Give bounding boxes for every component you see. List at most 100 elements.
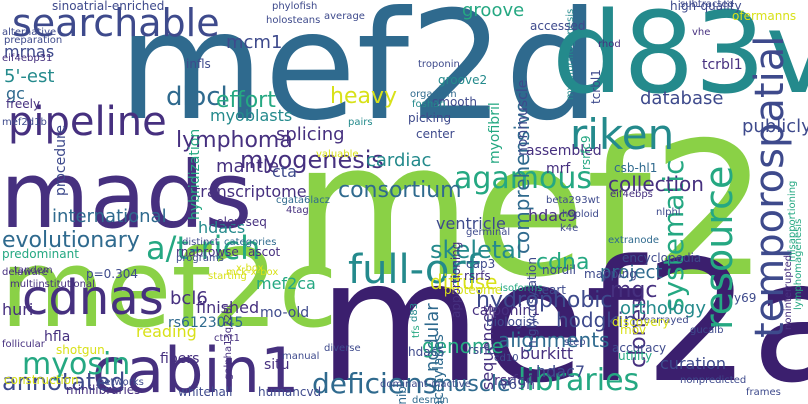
word-isoforms: isoforms — [500, 283, 543, 294]
word-assembled: assembled — [526, 143, 602, 159]
word-k4e: k4e — [560, 223, 579, 234]
word-cd10: cd10 — [494, 353, 519, 364]
word-vhe: vhe — [692, 27, 711, 38]
word-multiinstitutional: multiinstitutional — [10, 279, 95, 290]
word-4tag: 4tag — [286, 205, 309, 216]
word-agamous: agamous — [454, 161, 593, 196]
word-heart: heart — [534, 283, 566, 297]
word-cardiac: cardiac — [366, 150, 432, 171]
word-rsrfs: rsrfs — [464, 269, 491, 283]
word-networks: networks — [98, 377, 144, 388]
word-apportioning: apportioning — [449, 241, 463, 318]
word-publicly: publicly — [742, 116, 808, 137]
word-frames: frames — [746, 387, 781, 398]
word-rs6123045: rs6123045 — [168, 315, 244, 331]
word-distinct: distinct — [182, 237, 219, 248]
word-phylofish: phylofish — [272, 1, 318, 12]
word-predominant: predominant — [2, 247, 79, 261]
word-fibers: fibers — [160, 351, 200, 367]
word-collection: collection — [608, 172, 704, 196]
word-mcm1: mcm1 — [226, 32, 283, 53]
word-tandem: tandem — [14, 265, 53, 276]
word-construction: construction — [4, 373, 79, 387]
word-mads: mads — [0, 142, 253, 249]
word-starting: starting — [208, 271, 247, 282]
word-huri: huri — [2, 300, 34, 319]
word-utility: utility — [618, 349, 653, 363]
word-high-quality: high-quality — [670, 0, 742, 13]
word-hydrophobic: hydrophobic — [476, 288, 613, 313]
word-categories: categories — [224, 237, 277, 248]
word-cap3: cap3 — [466, 257, 496, 271]
word-subtracted: subtracted — [680, 0, 734, 10]
word-mgc: mgc — [610, 278, 658, 303]
word-rsrfc: rsrfc — [468, 343, 495, 357]
word-mef2a: mef2a — [318, 224, 808, 404]
word-heavy: heavy — [330, 84, 397, 109]
word-proteome: proteome — [444, 283, 503, 297]
word-y69: y69 — [734, 291, 757, 305]
word-mef2ca: mef2ca — [256, 274, 316, 293]
word-deficiens: deficiens — [312, 367, 438, 400]
word-evolutionary: evolutionary — [2, 228, 140, 253]
word-infls: infls — [186, 57, 211, 71]
word-holosteans: holosteans — [266, 15, 321, 26]
word-extranode: extranode — [608, 235, 660, 246]
word-gucalb: gucalb — [690, 325, 724, 336]
word-reading: reading — [136, 322, 197, 341]
word-discovery: discovery — [612, 315, 670, 329]
word-cdna: cdna — [536, 250, 590, 275]
word-freely: freely — [6, 97, 41, 111]
word-orthology: orthology — [620, 298, 706, 319]
word-manual: manual — [282, 351, 320, 362]
word-noninterrupted: noninterrupted — [783, 254, 794, 330]
word-x-box: x-box — [236, 263, 264, 274]
word-follicular: follicular — [2, 339, 45, 350]
word-galpha13q226l: galpha13q226l — [223, 304, 234, 380]
word-myosin: myosin — [22, 347, 131, 382]
word-accessed: accessed — [530, 19, 586, 33]
word-whitehall: whitehall — [178, 385, 233, 399]
word-situ: situ — [264, 357, 290, 373]
word-programs: programs — [176, 253, 224, 264]
word-tfs: tfs — [411, 325, 422, 338]
word-nonpredicted: nonpredicted — [680, 375, 747, 386]
word-procedure: procedure — [53, 124, 69, 196]
word-deacetylases: deacetylases — [431, 334, 447, 404]
word-n-glycosylation: n-glycosylation — [525, 257, 539, 348]
word-alignments: alignments — [498, 328, 610, 352]
word-full-orf: full-orf — [348, 247, 480, 293]
word-mrf: mrf — [546, 161, 571, 177]
word-searchable: searchable — [12, 1, 220, 45]
word-calponin1: calponin1 — [472, 303, 541, 319]
word-lymphomagenesis: lymphomagenesis — [793, 218, 804, 310]
word-cdnas: cdnas — [22, 270, 164, 326]
word-international: international — [52, 206, 167, 227]
word-hodgkin: hodgkin — [556, 308, 637, 332]
word-riken: riken — [570, 110, 675, 159]
word-sinoatrial-enriched: sinoatrial-enriched — [52, 0, 165, 13]
word-muscle: muscle — [432, 372, 511, 397]
word-annotated: annotated — [2, 368, 126, 396]
word-mrnas: mrnas — [4, 42, 55, 61]
word-hfla: hfla — [44, 329, 71, 345]
word-mapping: mapping — [584, 267, 637, 281]
word-haploid: haploid — [562, 209, 599, 220]
word-rhod: rhod — [598, 39, 621, 50]
word-diverse: diverse — [324, 343, 361, 354]
word-rsrfc9: rsrfc9 — [579, 135, 593, 170]
word-dlbcl: dlbcl — [166, 82, 228, 112]
word-tcrbl1-2: tcrbl1 — [589, 69, 603, 104]
word-desmin: desmin — [412, 395, 449, 404]
word-burkitt: burkitt — [520, 344, 574, 363]
word-troponin: troponin — [418, 59, 460, 70]
word-germinal: germinal — [466, 227, 511, 238]
word-selex-seq: selex-seq — [210, 215, 267, 229]
word-splicing: splicing — [276, 124, 345, 145]
word-hdacs: hdacs — [198, 218, 246, 237]
word-gc: gc — [6, 84, 25, 103]
word-myoblasts: myoblasts — [210, 106, 293, 125]
word-bcl6: bcl6 — [170, 288, 208, 309]
word-center: center — [416, 127, 455, 141]
word-preparation: preparation — [4, 35, 63, 46]
